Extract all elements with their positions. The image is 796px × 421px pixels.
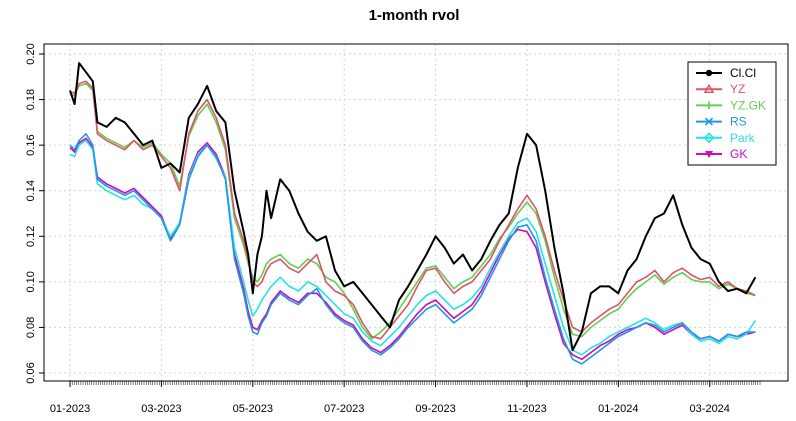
chart-title: 1-month rvol (369, 7, 460, 24)
x-tick-label: 11-2023 (507, 403, 547, 415)
y-tick-label: 0.10 (25, 271, 37, 292)
x-tick-label: 03-2024 (690, 403, 730, 415)
legend-label: Park (730, 131, 756, 145)
legend-marker (705, 151, 713, 158)
y-tick-label: 0.08 (25, 317, 37, 338)
series-line-rs (69, 133, 756, 365)
legend-marker (705, 101, 713, 110)
y-axis: 0.06 0.08 0.10 0.12 0.14 0.16 0.18 0.20 (25, 43, 44, 384)
y-tick-label: 0.14 (25, 180, 37, 201)
y-tick-label: 0.12 (25, 226, 37, 247)
y-tick-label: 0.18 (25, 89, 37, 110)
series-line-yz-gk (70, 82, 756, 340)
y-tick-label: 0.16 (25, 134, 37, 155)
x-tick-label: 05-2023 (233, 403, 273, 415)
y-tick-label: 0.06 (25, 362, 37, 383)
legend-label: YZ (730, 82, 745, 96)
legend-item: GK (696, 147, 747, 161)
legend-marker (703, 83, 715, 93)
legend-item: Cl.Cl (696, 66, 756, 80)
y-tick-label: 0.20 (25, 43, 37, 64)
series-line-gk (69, 137, 756, 361)
legend-item: RS (696, 115, 747, 129)
legend-box (687, 61, 777, 166)
legend-label: RS (730, 115, 747, 129)
legend-marker (703, 132, 715, 144)
x-tick-label: 01-2024 (598, 403, 638, 415)
legend-item: YZ.GK (696, 98, 766, 112)
legend-item: YZ (696, 82, 745, 96)
legend-label: GK (730, 147, 747, 161)
x-tick-label: 01-2023 (50, 403, 90, 415)
legend: Cl.Cl YZ YZ.GK RS Park GK (687, 61, 777, 166)
x-tick-label: 09-2023 (415, 403, 455, 415)
series-lines (69, 62, 757, 365)
series-line-park (69, 139, 757, 356)
x-tick-label: 07-2023 (324, 403, 364, 415)
x-axis: 01-2023 03-2023 05-2023 07-2023 09-2023 11-20… (50, 381, 761, 415)
legend-label: YZ.GK (730, 98, 766, 112)
series-line-yz (70, 80, 756, 340)
legend-marker (704, 117, 714, 126)
legend-item: Park (696, 131, 756, 145)
legend-marker (705, 69, 713, 77)
x-tick-label: 03-2023 (141, 403, 181, 415)
legend-label: Cl.Cl (730, 66, 756, 80)
series-line-cl-cl (69, 62, 757, 352)
